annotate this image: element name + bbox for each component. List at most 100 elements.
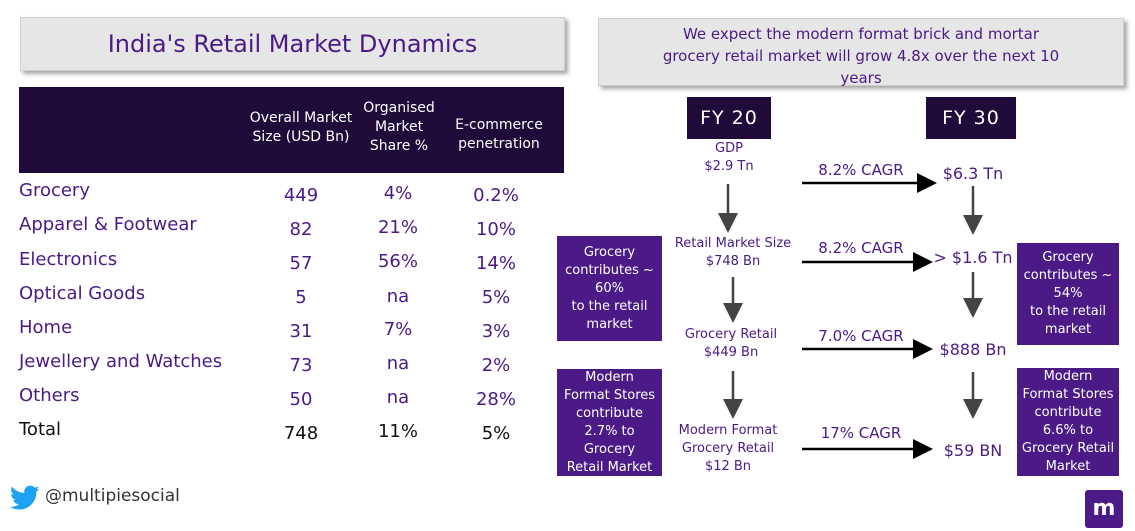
value-grocery-fy30: $888 Bn: [939, 340, 1007, 359]
header-line: Organised: [363, 100, 435, 116]
info-box-modern-share-fy30: Modern Format Stores contribute 6.6% to …: [1017, 368, 1119, 476]
page-title: India's Retail Market Dynamics: [20, 17, 565, 71]
node-retail-fy20: Retail Market Size $748 Bn: [664, 235, 802, 271]
cagr-gdp: 8.2% CAGR: [818, 161, 904, 179]
value-modern-fy30: $59 BN: [943, 441, 1003, 460]
node-label: Grocery Retail: [684, 327, 778, 342]
node-label: Modern Format: [678, 423, 778, 438]
row-organised: 4%: [383, 183, 413, 204]
row-organised: na: [386, 387, 410, 408]
node-gdp-fy20: GDP $2.9 Tn: [680, 140, 778, 176]
row-organised: na: [386, 353, 410, 374]
node-label: Retail Market Size: [674, 236, 792, 251]
header-line: Overall Market: [249, 110, 353, 126]
row-ecom: 3%: [481, 321, 511, 342]
info-box-text: Modern Format Stores contribute 6.6% to …: [1022, 368, 1114, 476]
row-size: 748: [283, 423, 319, 444]
row-ecom: 2%: [481, 355, 511, 376]
row-category: Grocery: [19, 180, 90, 201]
info-line: Market: [1045, 459, 1091, 474]
info-line: contributes ~: [1023, 268, 1113, 283]
headline-line: grocery retail market will grow 4.8x ove…: [662, 47, 1060, 65]
header-line: Market: [374, 119, 424, 135]
node-label: GDP: [715, 141, 743, 156]
value-retail-fy30: > $1.6 Tn: [933, 248, 1013, 267]
multipie-logo-icon: m: [1085, 490, 1123, 528]
column-header-ecommerce: E-commerce penetration: [444, 116, 554, 154]
info-line: 60%: [595, 280, 624, 296]
headline-text: We expect the modern format brick and mo…: [599, 19, 1123, 89]
headline-line: years: [840, 69, 882, 87]
row-size: 73: [289, 355, 313, 376]
row-category: Electronics: [19, 249, 118, 270]
fy20-header: FY 20: [687, 97, 771, 139]
info-line: market: [586, 316, 633, 332]
column-header-organised-share: Organised Market Share %: [354, 99, 444, 156]
row-ecom: 0.2%: [473, 185, 519, 206]
node-grocery-fy20: Grocery Retail $449 Bn: [670, 326, 792, 362]
row-category: Total: [19, 419, 62, 440]
row-category: Home: [19, 317, 73, 338]
node-value: $748 Bn: [705, 254, 761, 269]
info-box-text: Modern Format Stores contribute 2.7% to …: [557, 369, 662, 477]
row-organised: 21%: [377, 217, 418, 238]
row-organised: 11%: [377, 421, 418, 442]
cagr-retail: 8.2% CAGR: [818, 239, 904, 257]
social-handle[interactable]: @multipiesocial: [45, 486, 180, 506]
header-line: E-commerce: [455, 117, 543, 133]
info-line: 2.7% to Grocery: [583, 423, 636, 457]
info-line: to the retail: [1030, 304, 1106, 319]
column-header-market-size: Overall Market Size (USD Bn): [241, 109, 361, 147]
table-header: Overall Market Size (USD Bn) Organised M…: [19, 87, 564, 173]
node-value: $449 Bn: [703, 345, 759, 360]
cagr-modern: 17% CAGR: [820, 424, 902, 442]
info-line: market: [1044, 322, 1092, 337]
header-line: Share %: [369, 138, 429, 154]
info-line: Format Stores: [563, 387, 656, 403]
info-box-grocery-share-fy20: Grocery contributes ~ 60% to the retail …: [557, 236, 662, 341]
header-line: Size (USD Bn): [252, 129, 350, 145]
headline-box: We expect the modern format brick and mo…: [598, 18, 1124, 89]
node-modern-fy20: Modern Format Grocery Retail $12 Bn: [668, 422, 788, 476]
row-ecom: 5%: [481, 423, 511, 444]
row-category: Apparel & Footwear: [19, 214, 197, 235]
row-organised: na: [386, 286, 410, 307]
info-line: Grocery: [1042, 250, 1094, 265]
row-category: Jewellery and Watches: [19, 351, 223, 372]
row-size: 57: [289, 253, 313, 274]
row-size: 31: [289, 321, 313, 342]
row-category: Optical Goods: [19, 283, 146, 304]
row-ecom: 28%: [475, 389, 516, 410]
info-line: contribute: [576, 405, 643, 421]
row-size: 50: [289, 389, 313, 410]
fy30-header: FY 30: [926, 97, 1016, 139]
info-box-text: Grocery contributes ~ 60% to the retail …: [565, 244, 654, 334]
info-line: Retail Market: [566, 459, 653, 475]
row-ecom: 14%: [475, 253, 516, 274]
row-organised: 7%: [383, 319, 413, 340]
info-box-modern-share-fy20: Modern Format Stores contribute 2.7% to …: [557, 369, 662, 476]
info-line: contributes ~: [565, 262, 654, 278]
info-line: 6.6% to: [1042, 423, 1094, 438]
row-category: Others: [19, 385, 80, 406]
info-line: 54%: [1053, 286, 1083, 301]
info-line: Grocery Retail: [1021, 441, 1115, 456]
row-size: 82: [289, 219, 313, 240]
node-label: Grocery Retail: [681, 441, 775, 456]
twitter-bird-icon: [10, 485, 40, 515]
node-value: $12 Bn: [704, 459, 752, 474]
header-line: penetration: [458, 136, 540, 152]
row-ecom: 10%: [475, 219, 516, 240]
info-box-text: Grocery contributes ~ 54% to the retail …: [1024, 249, 1113, 339]
row-size: 449: [283, 185, 319, 206]
info-line: Modern: [585, 369, 634, 385]
info-line: contribute: [1034, 405, 1102, 420]
info-box-grocery-share-fy30: Grocery contributes ~ 54% to the retail …: [1017, 243, 1119, 345]
row-ecom: 5%: [481, 287, 511, 308]
info-line: Grocery: [583, 244, 636, 260]
info-line: to the retail: [571, 298, 648, 314]
node-value: $2.9 Tn: [704, 159, 754, 174]
cagr-grocery: 7.0% CAGR: [818, 327, 904, 345]
info-line: Format Stores: [1022, 387, 1114, 402]
